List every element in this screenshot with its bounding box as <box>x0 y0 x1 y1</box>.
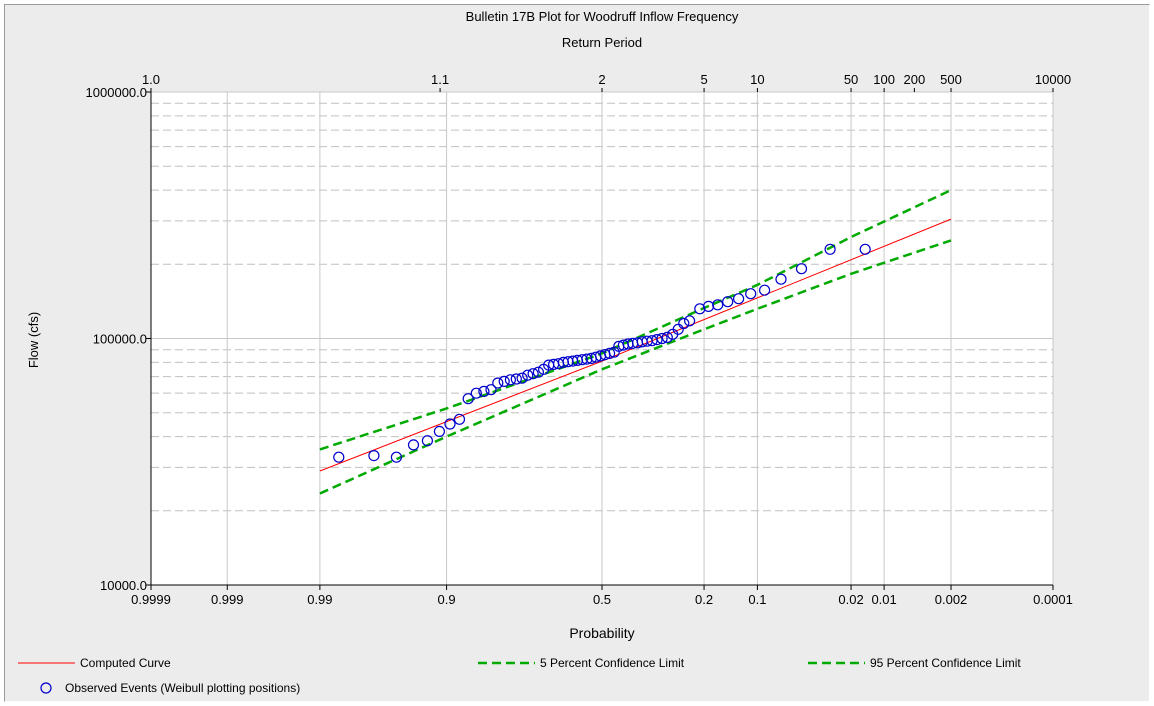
return-period-tick-labels: 1.0 1.1 2 5 10 50 100 200 500 10000 <box>142 72 1071 92</box>
legend-95-percent: 95 Percent Confidence Limit <box>870 656 1021 670</box>
x-tick-label: 0.9 <box>438 592 456 607</box>
observed-point <box>678 317 690 330</box>
x-tick-labels: 0.9999 0.999 0.99 0.9 0.5 0.2 0.1 0.02 0.01 0.002… <box>131 585 1073 607</box>
observed-point <box>651 334 663 346</box>
x-tick-label: 0.2 <box>695 592 713 607</box>
observed-point <box>444 418 456 430</box>
observed-point <box>462 393 474 405</box>
x-tick-label: 0.9999 <box>131 592 171 607</box>
legend-observed-marker <box>40 682 52 694</box>
observed-point <box>504 374 516 386</box>
observed-point <box>712 299 724 311</box>
observed-point <box>745 288 757 300</box>
series-line-2 <box>319 239 952 495</box>
x-tick-label: 0.02 <box>838 592 863 607</box>
return-period-tick-label: 500 <box>940 72 962 87</box>
observed-point <box>527 368 539 380</box>
observed-point <box>478 385 490 397</box>
return-period-tick-label: 10 <box>750 72 764 87</box>
observed-point <box>775 273 787 285</box>
return-period-tick-label: 1.1 <box>431 72 449 87</box>
x-tick-label: 0.002 <box>935 592 968 607</box>
observed-point <box>603 347 616 359</box>
observed-point <box>522 369 534 381</box>
y-tick-labels: 10000.0 100000.0 1000000.0 <box>86 85 151 593</box>
y-tick-label: 10000.0 <box>100 578 147 593</box>
observed-point <box>656 332 668 345</box>
observed-point <box>407 439 420 451</box>
grid <box>150 91 1054 586</box>
x-tick-label: 0.0001 <box>1033 592 1073 607</box>
observed-point <box>532 366 545 378</box>
observed-point <box>485 384 497 396</box>
legend-observed: Observed Events (Weibull plotting positi… <box>65 681 301 695</box>
observed-point <box>795 263 808 275</box>
observed-points <box>333 243 871 463</box>
observed-point <box>672 323 684 335</box>
x-tick-label: 0.99 <box>307 592 332 607</box>
return-period-tick-label: 200 <box>904 72 926 87</box>
chart-subtitle: Return Period <box>562 35 642 50</box>
y-tick-label: 1000000.0 <box>86 85 147 100</box>
return-period-tick-label: 100 <box>873 72 895 87</box>
x-tick-label: 0.5 <box>593 592 611 607</box>
observed-point <box>732 293 745 305</box>
x-tick-label: 0.999 <box>211 592 244 607</box>
return-period-tick-label: 2 <box>598 72 605 87</box>
observed-point <box>390 451 402 463</box>
y-tick-label: 100000.0 <box>93 332 147 347</box>
legend-5-percent: 5 Percent Confidence Limit <box>540 656 685 670</box>
return-period-tick-label: 50 <box>844 72 858 87</box>
observed-point <box>824 243 836 255</box>
observed-point <box>859 243 871 255</box>
observed-point <box>576 354 588 366</box>
return-period-tick-label: 10000 <box>1035 72 1071 87</box>
observed-point <box>758 284 771 296</box>
observed-point <box>470 387 482 399</box>
observed-point <box>421 435 433 447</box>
observed-point <box>333 451 345 463</box>
x-axis-label: Probability <box>569 625 634 641</box>
observed-point <box>492 377 504 389</box>
observed-point <box>453 413 466 425</box>
observed-point <box>510 373 522 385</box>
return-period-tick-label: 1.0 <box>142 72 160 87</box>
observed-point <box>683 315 696 327</box>
chart-title: Bulletin 17B Plot for Woodruff Inflow Fr… <box>466 9 739 24</box>
observed-point <box>516 372 528 384</box>
observed-point <box>433 425 445 437</box>
x-tick-label: 0.01 <box>871 592 896 607</box>
x-tick-label: 0.1 <box>748 592 766 607</box>
y-axis-label: Flow (cfs) <box>26 312 41 368</box>
observed-point <box>498 375 510 387</box>
observed-point <box>368 450 380 462</box>
legend-computed-curve: Computed Curve <box>80 656 171 670</box>
observed-point <box>661 331 673 343</box>
return-period-tick-label: 5 <box>700 72 707 87</box>
observed-point <box>722 296 734 308</box>
